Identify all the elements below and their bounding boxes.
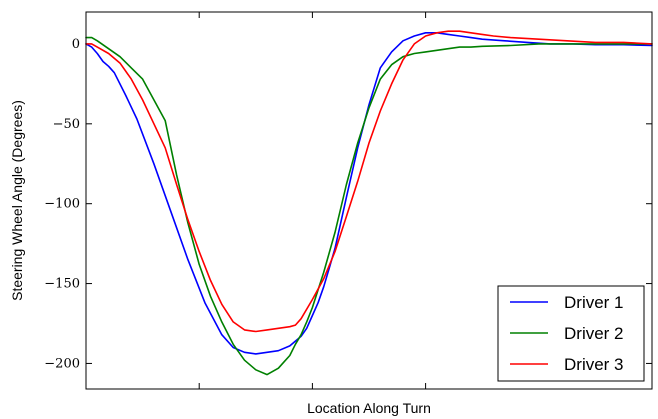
- legend-label-driver-1: Driver 1: [564, 293, 624, 312]
- y-axis-label: Steering Wheel Angle (Degrees): [9, 100, 25, 301]
- y-axis-ticks: 0 −50 −100 −150 −200: [44, 37, 652, 371]
- y-tick-label: −150: [44, 277, 80, 292]
- y-tick-label: −200: [44, 356, 80, 371]
- series-line-driver-3: [85, 30, 653, 333]
- legend: Driver 1 Driver 2 Driver 3: [497, 285, 645, 382]
- plot-series: [85, 30, 653, 376]
- plot-frame: [85, 11, 653, 390]
- y-tick-label: −50: [53, 117, 80, 132]
- legend-label-driver-3: Driver 3: [564, 355, 624, 374]
- x-axis-label: Location Along Turn: [307, 400, 431, 416]
- x-axis-ticks: [198, 12, 427, 389]
- y-tick-label: −100: [44, 197, 80, 212]
- legend-label-driver-2: Driver 2: [564, 324, 624, 343]
- series-line-driver-1: [85, 31, 653, 355]
- y-tick-label: 0: [72, 37, 80, 52]
- series-line-driver-2: [85, 36, 653, 376]
